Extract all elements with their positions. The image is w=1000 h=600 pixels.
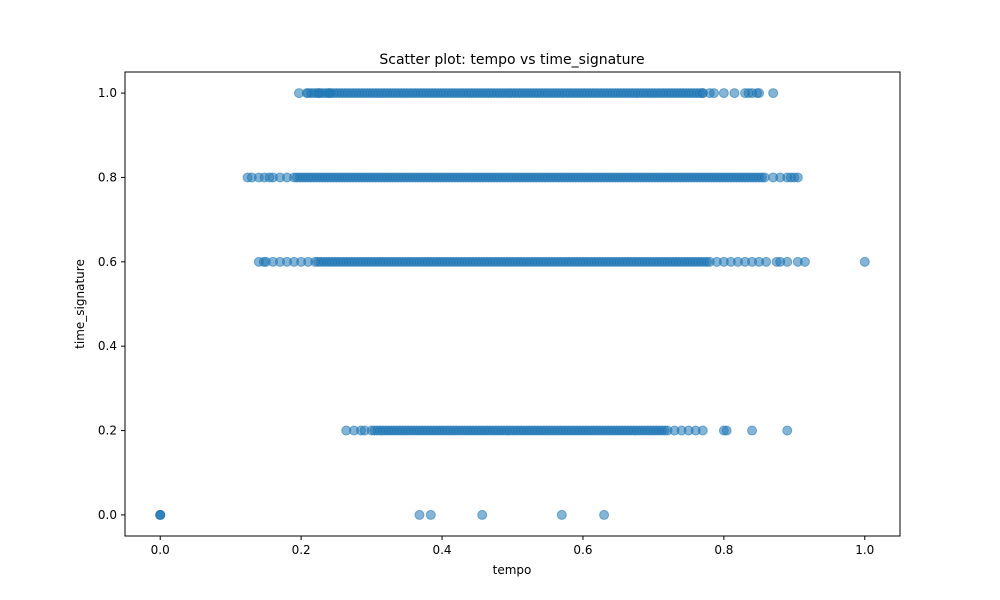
x-axis-ticks: 0.0 0.2 0.4 0.6 0.8 1.0 [151, 536, 874, 557]
x-axis-label: tempo [493, 563, 532, 577]
data-point [425, 509, 436, 520]
data-point [782, 256, 793, 267]
x-tick-label: 0.8 [714, 543, 733, 557]
data-point [718, 88, 729, 99]
y-tick-label: 0.8 [98, 170, 117, 184]
data-point [301, 88, 312, 99]
y-tick-label: 1.0 [98, 86, 117, 100]
y-tick-label: 0.0 [98, 508, 117, 522]
data-point [414, 509, 425, 520]
data-point [324, 88, 335, 99]
data-point [768, 88, 779, 99]
data-point [721, 425, 732, 436]
x-tick-label: 1.0 [855, 543, 874, 557]
y-tick-label: 0.2 [98, 424, 117, 438]
x-tick-label: 0.0 [151, 543, 170, 557]
y-axis-label: time_signature [73, 259, 87, 349]
data-point [792, 172, 803, 183]
data-point [754, 88, 765, 99]
data-point [477, 509, 488, 520]
data-points [155, 88, 870, 520]
data-point [782, 425, 793, 436]
data-point [313, 88, 324, 99]
x-tick-label: 0.2 [292, 543, 311, 557]
data-point [859, 256, 870, 267]
y-tick-label: 0.4 [98, 339, 117, 353]
data-point [697, 425, 708, 436]
data-point [761, 256, 772, 267]
y-axis-ticks: 0.0 0.2 0.4 0.6 0.8 1.0 [98, 86, 125, 522]
data-point [709, 88, 719, 99]
data-point [556, 509, 567, 520]
chart-title: Scatter plot: tempo vs time_signature [379, 52, 644, 68]
data-point [359, 425, 370, 436]
data-point [747, 425, 758, 436]
y-tick-label: 0.6 [98, 255, 117, 269]
data-point-dense [759, 172, 770, 183]
plot-frame [124, 71, 901, 537]
x-tick-label: 0.4 [432, 543, 451, 557]
x-tick-label: 0.6 [573, 543, 592, 557]
data-point [729, 88, 740, 99]
data-point [282, 172, 293, 183]
data-point [799, 256, 810, 267]
data-point [599, 509, 610, 520]
data-point [155, 509, 166, 520]
data-point [303, 256, 314, 267]
